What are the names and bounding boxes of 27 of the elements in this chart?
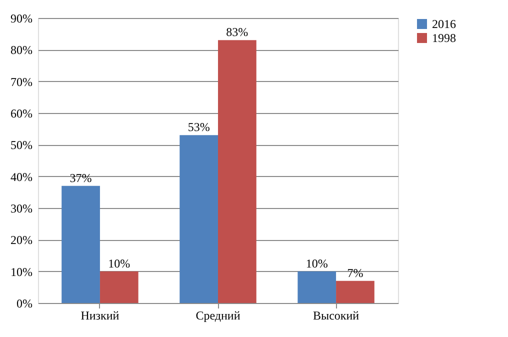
y-tick-label: 60% xyxy=(10,106,32,120)
bar xyxy=(100,271,138,303)
bar xyxy=(218,40,256,303)
data-label: 7% xyxy=(347,266,364,280)
y-tick-label: 50% xyxy=(10,138,32,152)
y-tick-label: 40% xyxy=(10,170,32,184)
x-tick-label: Низкий xyxy=(80,308,120,322)
y-tick-label: 70% xyxy=(10,74,32,89)
data-label: 37% xyxy=(70,170,92,185)
bar xyxy=(62,186,100,303)
y-tick-label: 90% xyxy=(10,12,32,26)
y-tick-label: 20% xyxy=(10,233,32,248)
legend-label: 2016 xyxy=(432,17,456,31)
bar xyxy=(180,135,218,303)
data-label: 10% xyxy=(108,256,130,270)
data-label: 53% xyxy=(188,120,210,134)
y-tick-label: 80% xyxy=(10,43,32,58)
y-tick-label: 0% xyxy=(16,296,32,310)
legend-label: 1998 xyxy=(432,31,456,45)
data-label: 83% xyxy=(226,25,248,40)
y-tick-label: 10% xyxy=(10,264,32,279)
bar xyxy=(298,271,336,303)
x-tick-label: Высокий xyxy=(312,308,360,322)
data-label: 10% xyxy=(306,256,328,270)
x-tick-label: Средний xyxy=(196,308,241,322)
y-tick-label: 30% xyxy=(10,202,32,216)
bar xyxy=(336,280,374,303)
